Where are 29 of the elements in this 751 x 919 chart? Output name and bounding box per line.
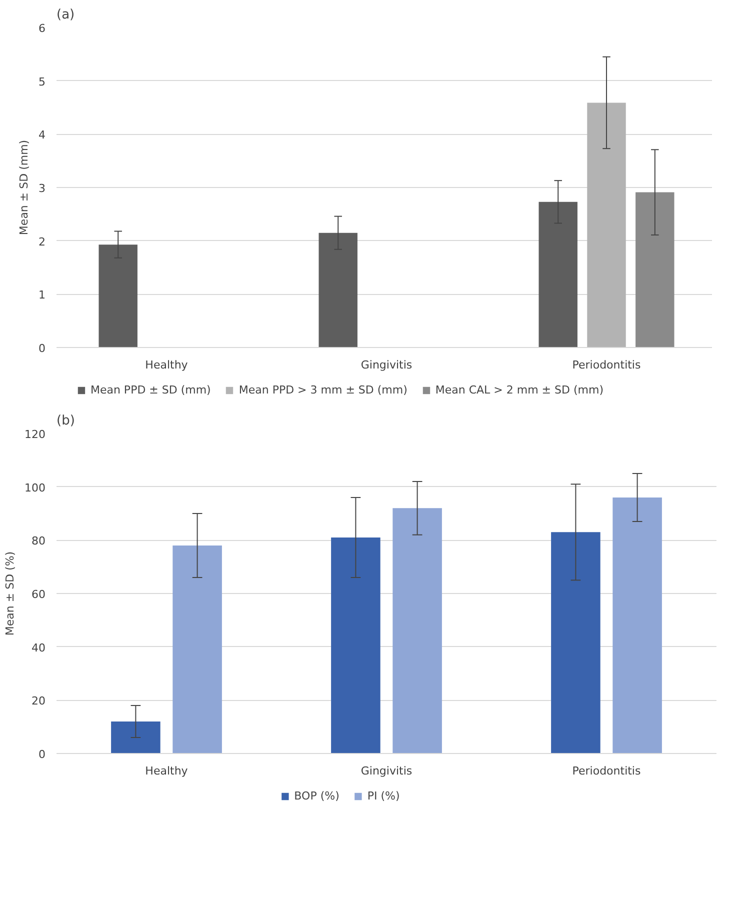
- y-axis-title: Mean ± SD (%): [4, 551, 17, 636]
- chart-title: (a): [56, 8, 75, 22]
- legend-label: Mean CAL > 2 mm ± SD (mm): [435, 384, 604, 396]
- x-tick-label: Healthy: [145, 358, 188, 372]
- y-axis-title: Mean ± SD (mm): [18, 140, 30, 236]
- chart-title: (b): [56, 414, 75, 428]
- y-tick-label: 80: [32, 534, 46, 548]
- legend-label: BOP (%): [294, 790, 340, 802]
- x-tick-label: Gingivitis: [360, 358, 412, 372]
- y-tick-label: 0: [38, 748, 46, 761]
- y-tick-label: 1: [38, 288, 46, 302]
- y-tick-label: 6: [38, 22, 46, 35]
- x-tick-label: Periodontitis: [572, 764, 642, 778]
- y-tick-label: 60: [32, 588, 46, 601]
- y-tick-label: 40: [32, 641, 46, 654]
- y-tick-label: 0: [38, 342, 46, 355]
- legend-label: Mean PPD > 3 mm ± SD (mm): [238, 384, 408, 396]
- x-tick-label: Periodontitis: [572, 358, 642, 372]
- y-tick-label: 5: [38, 75, 46, 88]
- y-tick-label: 4: [38, 128, 46, 142]
- y-tick-label: 3: [38, 182, 46, 195]
- y-tick-label: 2: [38, 235, 46, 248]
- y-tick-label: 120: [24, 428, 46, 441]
- x-tick-label: Healthy: [145, 764, 188, 778]
- x-tick-label: Gingivitis: [360, 764, 412, 778]
- y-tick-label: 100: [24, 481, 46, 494]
- legend-label: PI (%): [367, 790, 400, 802]
- legend-label: Mean PPD ± SD (mm): [90, 384, 211, 396]
- y-tick-label: 20: [32, 694, 46, 708]
